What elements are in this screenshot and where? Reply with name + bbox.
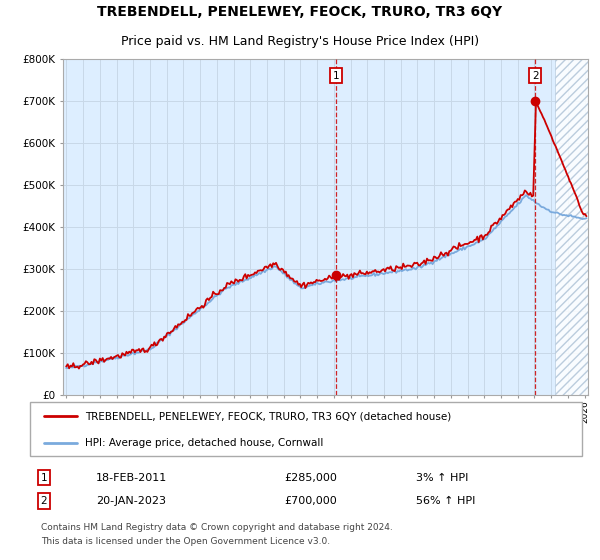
Text: Price paid vs. HM Land Registry's House Price Index (HPI): Price paid vs. HM Land Registry's House …: [121, 35, 479, 48]
Text: TREBENDELL, PENELEWEY, FEOCK, TRURO, TR3 6QY (detached house): TREBENDELL, PENELEWEY, FEOCK, TRURO, TR3…: [85, 412, 451, 421]
Text: 3% ↑ HPI: 3% ↑ HPI: [416, 473, 469, 483]
Text: 1: 1: [333, 71, 340, 81]
Text: £285,000: £285,000: [284, 473, 337, 483]
Text: 1: 1: [40, 473, 47, 483]
Text: HPI: Average price, detached house, Cornwall: HPI: Average price, detached house, Corn…: [85, 438, 323, 447]
Text: £700,000: £700,000: [284, 496, 337, 506]
Text: This data is licensed under the Open Government Licence v3.0.: This data is licensed under the Open Gov…: [41, 538, 330, 547]
Text: 2: 2: [40, 496, 47, 506]
Text: 2: 2: [532, 71, 539, 81]
FancyBboxPatch shape: [30, 402, 582, 456]
Text: TREBENDELL, PENELEWEY, FEOCK, TRURO, TR3 6QY: TREBENDELL, PENELEWEY, FEOCK, TRURO, TR3…: [97, 6, 503, 20]
Text: 56% ↑ HPI: 56% ↑ HPI: [416, 496, 476, 506]
Text: 20-JAN-2023: 20-JAN-2023: [96, 496, 166, 506]
Text: 18-FEB-2011: 18-FEB-2011: [96, 473, 167, 483]
Text: Contains HM Land Registry data © Crown copyright and database right 2024.: Contains HM Land Registry data © Crown c…: [41, 522, 393, 531]
